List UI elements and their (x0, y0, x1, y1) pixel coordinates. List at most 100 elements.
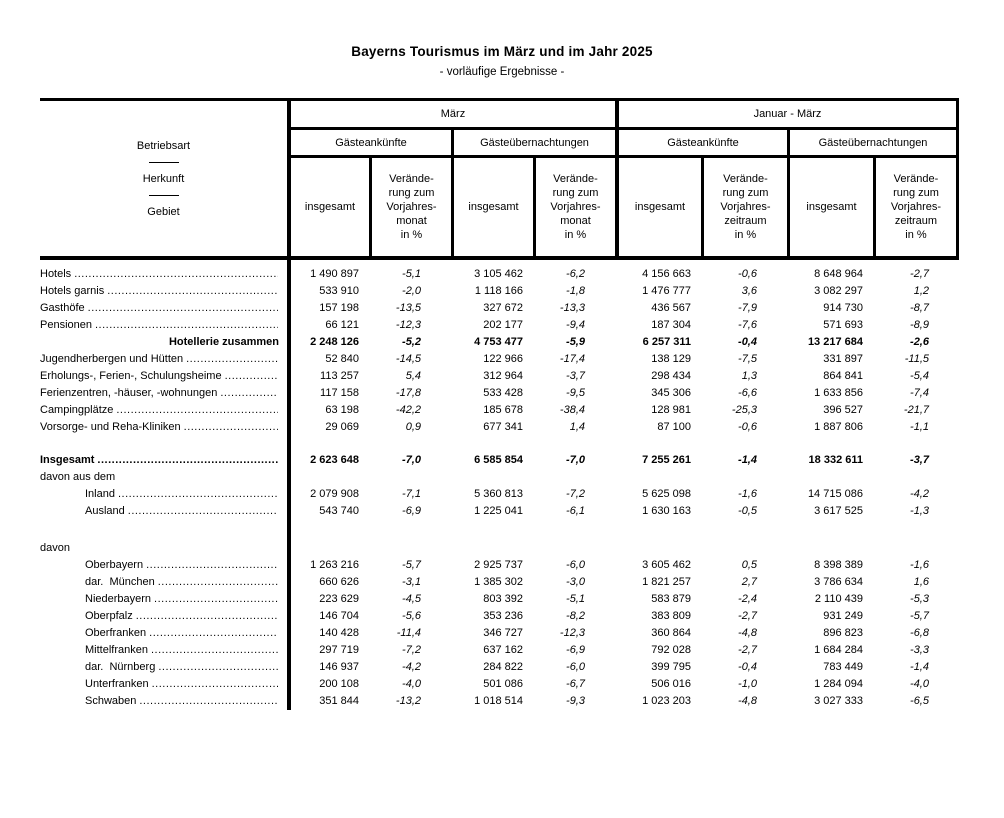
cell-change-percent: -38,4 (559, 404, 585, 416)
cell-change-percent: -6,0 (566, 661, 585, 673)
cell-total: 4 753 477 (474, 336, 523, 348)
row-label: Gasthöfe (40, 300, 287, 317)
cell-change-percent: -7,1 (402, 488, 421, 500)
cell-change-percent: -8,9 (910, 319, 929, 331)
cell-change-percent: -1,1 (910, 421, 929, 433)
row-label: Pensionen (40, 317, 287, 334)
cell-total: 3 082 297 (814, 285, 863, 297)
row-label: davon (40, 542, 70, 554)
cell-total: 383 809 (651, 610, 691, 622)
period-header-maerz: März (287, 98, 615, 130)
cell-change-percent: 0,9 (405, 421, 421, 433)
cell-change-percent: -1,0 (738, 678, 757, 690)
row-label: davon aus dem (40, 471, 116, 483)
table-body: Hotels 1 490 897 -5,1 3 105 462 -6,2 4 156 66… (40, 260, 959, 710)
cell-total: 327 672 (483, 302, 523, 314)
subcol-header-insgesamt: insgesamt (451, 158, 533, 256)
row-label: Jugendherbergen und Hütten (40, 351, 287, 368)
cell-total: 312 964 (483, 370, 523, 382)
cell-total: 185 678 (483, 404, 523, 416)
cell-change-percent: 0,5 (741, 559, 757, 571)
cell-total: 931 249 (823, 610, 863, 622)
cell-change-percent: -42,2 (395, 404, 421, 416)
cell-change-percent: -1,8 (566, 285, 585, 297)
row-label: Unterfranken (40, 676, 287, 693)
table-row: Campingplätze 63 198 -42,2 185 678 -38,4 128 … (40, 402, 959, 419)
subcol-header-insgesamt: insgesamt (615, 158, 701, 256)
cell-change-percent: -11,4 (396, 627, 421, 639)
subcol-header-veraenderung-zeitraum: Verände- rung zum Vorjahres- zeitraum in… (701, 158, 787, 256)
cell-change-percent: -25,3 (731, 404, 757, 416)
cell-change-percent: -7,2 (402, 644, 421, 656)
cell-change-percent: -13,2 (395, 695, 421, 707)
cell-total: 2 623 648 (310, 454, 359, 466)
table-row: Insgesamt 2 623 648 -7,0 6 585 854 -7,0 7 255… (40, 452, 959, 469)
row-label: Schwaben (40, 693, 287, 710)
cell-total: 1 476 777 (642, 285, 691, 297)
cell-total: 792 028 (651, 644, 691, 656)
cell-change-percent: -7,9 (738, 302, 757, 314)
cell-total: 543 740 (319, 505, 359, 517)
dot-leader (118, 486, 278, 503)
cell-total: 637 162 (483, 644, 523, 656)
cell-total: 436 567 (651, 302, 691, 314)
table-row: Hotellerie zusammen 2 248 126 -5,2 4 753 47… (40, 334, 959, 351)
table-row: Unterfranken 200 108 -4,0 501 086 -6,7 506 01… (40, 676, 959, 693)
cell-change-percent: -6,9 (566, 644, 585, 656)
cell-change-percent: -14,5 (395, 353, 421, 365)
table-row: Oberfranken 140 428 -11,4 346 727 -12,3 360 8… (40, 625, 959, 642)
table-row: Mittelfranken 297 719 -7,2 637 162 -6,9 792 0… (40, 642, 959, 659)
cell-change-percent: -5,9 (566, 336, 585, 348)
cell-total: 5 360 813 (474, 488, 523, 500)
cell-total: 87 100 (657, 421, 691, 433)
cell-change-percent: -8,2 (566, 610, 585, 622)
table-row: Ferienzentren, -häuser, -wohnungen 117 15… (40, 385, 959, 402)
cell-total: 1 225 041 (474, 505, 523, 517)
cell-total: 113 257 (320, 370, 359, 382)
dot-leader (184, 419, 278, 436)
cell-change-percent: -4,5 (402, 593, 421, 605)
row-label: Oberpfalz (40, 608, 287, 625)
cell-change-percent: -6,2 (566, 268, 585, 280)
cell-change-percent: -6,7 (566, 678, 585, 690)
cell-change-percent: -5,1 (402, 268, 421, 280)
cell-total: 3 605 462 (642, 559, 691, 571)
cell-change-percent: 1,3 (741, 370, 757, 382)
table-row: Oberbayern 1 263 216 -5,7 2 925 737 -6,0 3 60… (40, 557, 959, 574)
cell-change-percent: -17,8 (395, 387, 421, 399)
cell-total: 298 434 (651, 370, 691, 382)
cell-total: 146 704 (319, 610, 359, 622)
table-row: Gasthöfe 157 198 -13,5 327 672 -13,3 436 567 -… (40, 300, 959, 317)
cell-change-percent: 2,7 (741, 576, 757, 588)
dot-leader (128, 503, 278, 520)
page-subtitle: - vorläufige Ergebnisse - (439, 66, 565, 78)
cell-total: 202 177 (483, 319, 523, 331)
dot-leader (107, 283, 278, 300)
dot-leader (146, 557, 278, 574)
cell-change-percent: -0,4 (738, 336, 757, 348)
cell-total: 353 236 (483, 610, 523, 622)
cell-change-percent: 1,4 (569, 421, 585, 433)
cell-change-percent: -2,4 (738, 593, 757, 605)
cell-change-percent: -5,7 (910, 610, 929, 622)
table-row: davon (40, 540, 959, 557)
cell-change-percent: -1,3 (910, 505, 929, 517)
cell-change-percent: -13,3 (559, 302, 585, 314)
cell-change-percent: -5,1 (566, 593, 585, 605)
cell-change-percent: 3,6 (741, 285, 757, 297)
cell-total: 1 284 094 (814, 678, 863, 690)
table-row: Erholungs-, Ferien-, Schulungsheime 113 2… (40, 368, 959, 385)
cell-change-percent: -3,0 (566, 576, 585, 588)
cell-change-percent: -1,4 (910, 661, 929, 673)
cell-change-percent: -1,6 (738, 488, 757, 500)
tourism-table: Betriebsart Herkunft Gebiet März Januar … (40, 98, 959, 710)
cell-change-percent: -17,4 (559, 353, 585, 365)
cell-total: 3 027 333 (814, 695, 863, 707)
row-label: Erholungs-, Ferien-, Schulungsheime (40, 368, 287, 385)
cell-change-percent: -0,4 (738, 661, 757, 673)
cell-change-percent: 1,2 (913, 285, 929, 297)
cell-change-percent: -11,5 (904, 353, 929, 365)
cell-total: 506 016 (651, 678, 691, 690)
cell-total: 3 786 634 (814, 576, 863, 588)
period-header-januar-maerz: Januar - März (615, 98, 959, 130)
